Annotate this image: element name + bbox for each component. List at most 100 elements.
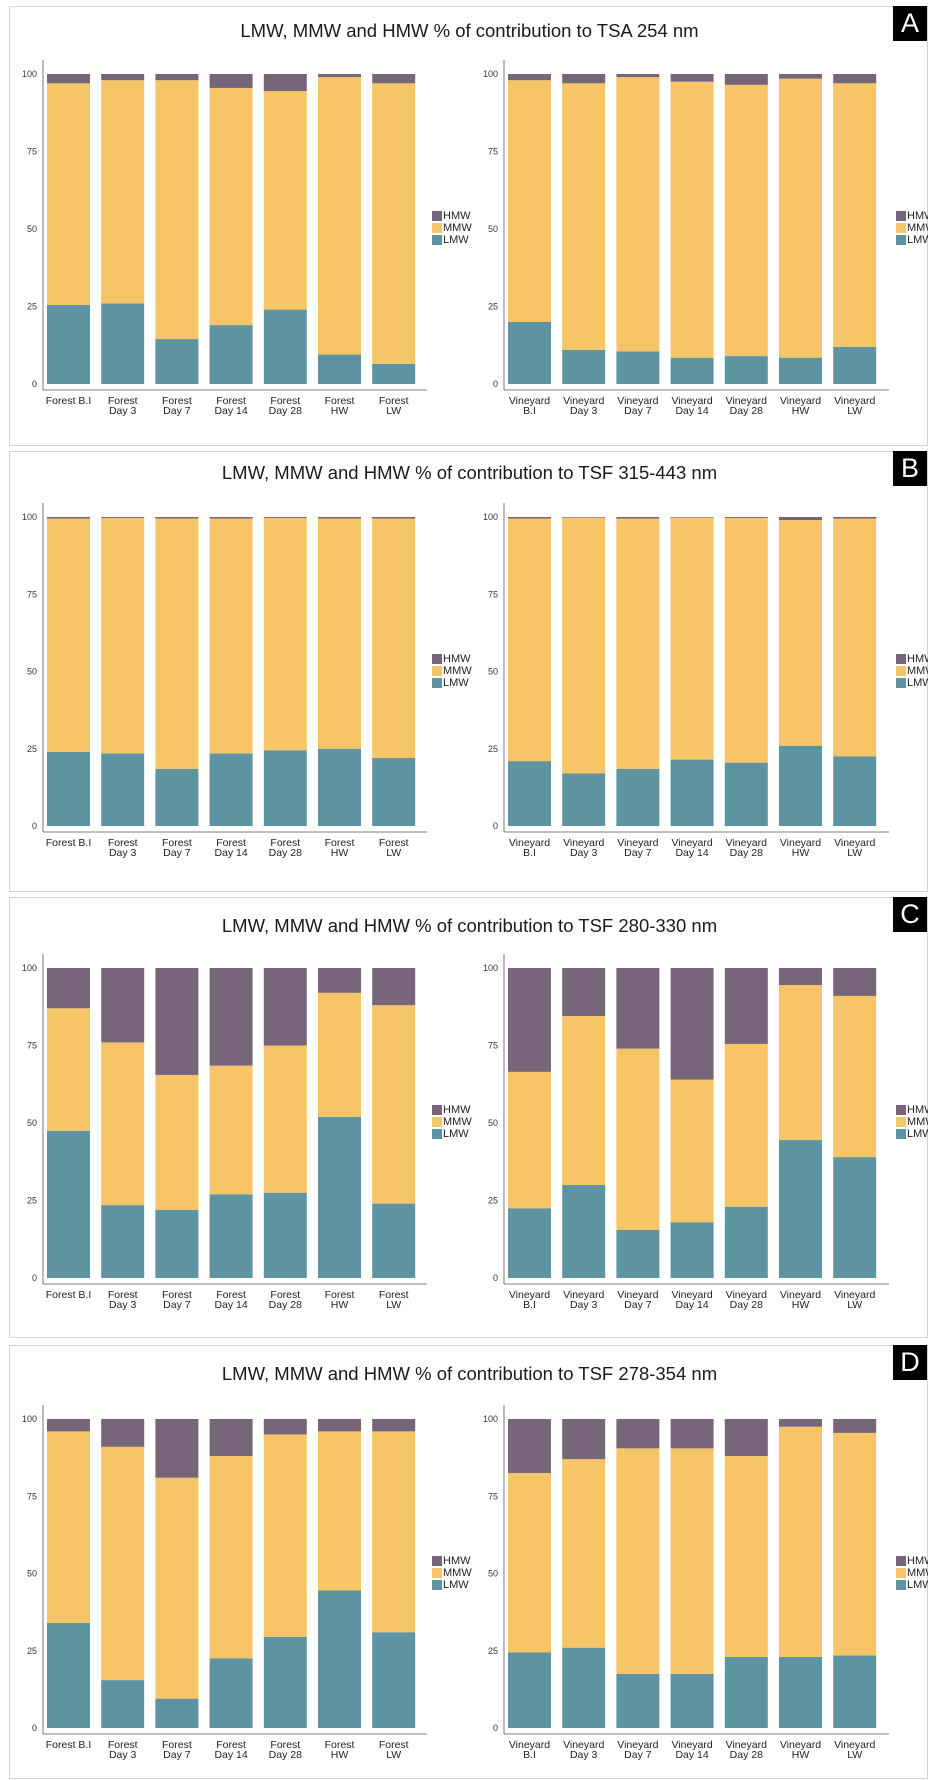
- legend-swatch: [432, 235, 442, 245]
- x-tick-label: Vineyard: [780, 837, 821, 849]
- bar-segment-lmw: [101, 1680, 145, 1728]
- x-tick-label: Vineyard: [780, 1289, 821, 1301]
- x-tick-label: LW: [847, 405, 862, 417]
- bar-segment-mmw: [508, 1473, 551, 1653]
- y-tick-label: 50: [27, 224, 37, 234]
- bar-segment-hmw: [372, 1419, 416, 1432]
- y-tick-label: 0: [493, 821, 498, 831]
- x-tick-label: Forest: [216, 837, 246, 849]
- y-tick-label: 100: [483, 963, 498, 973]
- legend-item-hmw: HMW: [432, 1555, 472, 1567]
- x-tick-label: Forest: [325, 1289, 355, 1301]
- y-tick-label: 100: [483, 512, 498, 522]
- bar-segment-mmw: [616, 1048, 660, 1230]
- legend-item-lmw: LMW: [432, 1128, 472, 1140]
- x-tick-label: Vineyard: [726, 837, 767, 849]
- bar-segment-mmw: [779, 1426, 822, 1657]
- legend-item-hmw: HMW: [896, 210, 928, 222]
- x-tick-label: Day 3: [570, 1299, 598, 1311]
- x-tick-label: Forest: [108, 395, 138, 407]
- bar-segment-mmw: [724, 517, 768, 763]
- bar-segment-mmw: [47, 83, 90, 305]
- bar-segment-hmw: [209, 968, 253, 1066]
- bar-segment-hmw: [670, 74, 714, 82]
- bar-segment-lmw: [263, 309, 307, 384]
- legend-swatch: [896, 1129, 906, 1139]
- y-tick-label: 100: [22, 963, 37, 973]
- bar-segment-hmw: [779, 968, 822, 986]
- legend-item-hmw: HMW: [896, 1555, 928, 1567]
- bar-segment-hmw: [318, 517, 361, 519]
- bar-segment-lmw: [779, 745, 822, 826]
- bar-segment-lmw: [670, 759, 714, 826]
- bar-segment-mmw: [263, 517, 307, 751]
- x-tick-label: Vineyard: [671, 1289, 712, 1301]
- y-tick-label: 50: [488, 667, 498, 677]
- bar-segment-lmw: [508, 1208, 551, 1278]
- panel-letter: A: [893, 6, 927, 41]
- y-tick-label: 75: [27, 1491, 37, 1501]
- bar-segment-mmw: [562, 83, 606, 350]
- bar-segment-lmw: [724, 762, 768, 826]
- x-tick-label: Forest: [325, 395, 355, 407]
- x-tick-label: Forest: [270, 395, 300, 407]
- bar-segment-lmw: [318, 748, 361, 826]
- legend-swatch: [432, 223, 442, 233]
- legend-label: LMW: [907, 1128, 928, 1140]
- bar-segment-lmw: [372, 363, 416, 384]
- bar-segment-lmw: [724, 1206, 768, 1278]
- x-tick-label: Vineyard: [671, 395, 712, 407]
- bar-segment-hmw: [372, 74, 416, 84]
- x-tick-label: Day 3: [570, 405, 598, 417]
- legend-item-mmw: MMW: [432, 1567, 472, 1579]
- legend-swatch: [432, 1129, 442, 1139]
- bar-segment-hmw: [670, 1419, 714, 1449]
- x-tick-label: Day 28: [730, 405, 763, 417]
- bar-segment-mmw: [779, 78, 822, 358]
- bar-segment-hmw: [724, 968, 768, 1044]
- legend-item-lmw: LMW: [896, 677, 928, 689]
- bar-segment-mmw: [318, 518, 361, 749]
- bar-segment-mmw: [724, 84, 768, 357]
- legend-item-mmw: MMW: [896, 1116, 928, 1128]
- x-tick-label: LW: [386, 405, 401, 417]
- x-tick-label: Vineyard: [780, 1739, 821, 1751]
- bar-segment-lmw: [779, 1656, 822, 1728]
- bar-segment-hmw: [724, 1419, 768, 1457]
- legend-label: LMW: [907, 1578, 928, 1591]
- legend-label: LMW: [443, 1578, 469, 1591]
- bar-segment-hmw: [562, 1419, 606, 1460]
- bar-segment-mmw: [209, 518, 253, 754]
- panel-title: LMW, MMW and HMW % of contribution to TS…: [221, 1363, 718, 1384]
- x-tick-label: Day 14: [675, 847, 708, 859]
- x-tick-label: Vineyard: [834, 1289, 875, 1301]
- y-tick-label: 25: [27, 1196, 37, 1206]
- x-tick-label: Day 3: [109, 1299, 137, 1311]
- x-tick-label: Vineyard: [509, 395, 550, 407]
- bar-segment-mmw: [833, 83, 877, 347]
- x-tick-label: Day 14: [675, 405, 708, 417]
- x-tick-label: HW: [331, 1299, 349, 1311]
- bar-segment-mmw: [616, 518, 660, 769]
- x-tick-label: HW: [792, 405, 810, 417]
- y-tick-label: 100: [22, 512, 37, 522]
- x-tick-label: Day 28: [730, 1299, 763, 1311]
- y-tick-label: 0: [32, 379, 37, 389]
- x-tick-label: LW: [847, 1299, 862, 1311]
- panel-title: LMW, MMW and HMW % of contribution to TS…: [240, 20, 699, 41]
- x-tick-label: Forest: [325, 837, 355, 849]
- bar-segment-mmw: [833, 518, 877, 757]
- bar-segment-hmw: [562, 968, 606, 1017]
- x-tick-label: Vineyard: [834, 395, 875, 407]
- bar-segment-lmw: [101, 303, 145, 384]
- bar-segment-hmw: [670, 968, 714, 1080]
- bar-segment-lmw: [508, 761, 551, 826]
- bar-segment-mmw: [209, 87, 253, 326]
- bar-segment-mmw: [724, 1456, 768, 1657]
- x-tick-label: Forest: [162, 395, 192, 407]
